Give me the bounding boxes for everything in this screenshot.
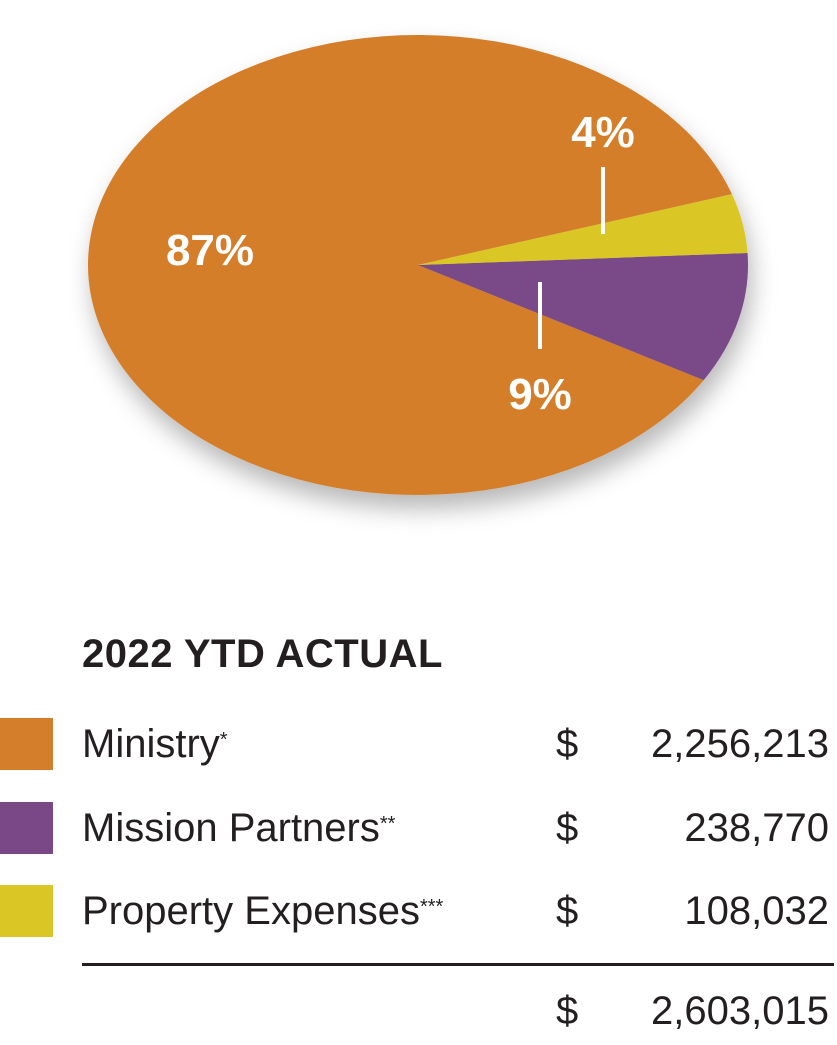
legend-row-property-expenses: Property Expenses*** $ 108,032	[0, 885, 837, 945]
currency-symbol: $	[556, 889, 579, 933]
pie-slices	[87, 35, 748, 496]
total-amount: 2,603,015	[651, 989, 829, 1033]
legend-label-property-expenses: Property Expenses***	[82, 889, 444, 933]
total-row: $ 2,603,015	[0, 985, 837, 1045]
pie-slice-ministry	[87, 35, 732, 496]
amount-mission-partners: 238,770	[684, 806, 829, 850]
total-divider	[82, 963, 834, 966]
legend-swatch-ministry	[0, 718, 53, 770]
pie-labels: 87% 4% 9%	[166, 108, 635, 419]
currency-symbol: $	[556, 989, 579, 1033]
pie-slice-property-expenses	[418, 194, 748, 265]
amount-ministry: 2,256,213	[651, 722, 829, 766]
legend-label-ministry: Ministry*	[82, 722, 228, 766]
currency-symbol: $	[556, 806, 579, 850]
currency-symbol: $	[556, 722, 579, 766]
legend-row-ministry: Ministry* $ 2,256,213	[0, 718, 837, 778]
pie-label-property-expenses: 4%	[571, 108, 635, 157]
pie-chart: 87% 4% 9%	[87, 35, 748, 496]
legend-row-mission-partners: Mission Partners** $ 238,770	[0, 802, 837, 862]
table-title: 2022 YTD ACTUAL	[82, 632, 443, 676]
legend-swatch-mission-partners	[0, 802, 53, 854]
legend-label-mission-partners: Mission Partners**	[82, 806, 396, 850]
pie-label-ministry: 87%	[166, 226, 254, 275]
pie-label-mission-partners: 9%	[508, 370, 572, 419]
pie-chart-svg: 87% 4% 9%	[87, 35, 748, 496]
legend-swatch-property-expenses	[0, 885, 53, 937]
amount-property-expenses: 108,032	[684, 889, 829, 933]
pie-slice-mission-partners	[418, 252, 748, 381]
